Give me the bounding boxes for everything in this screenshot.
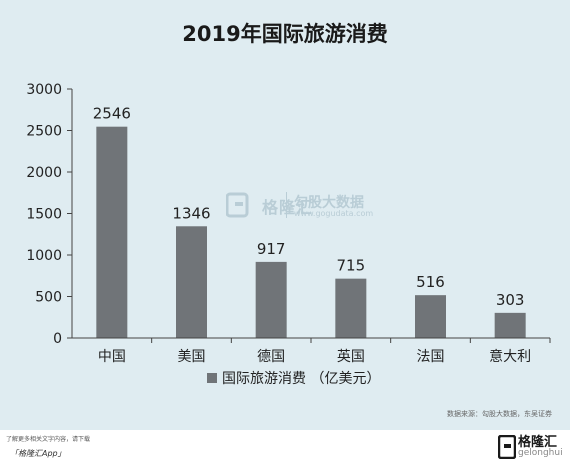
bar-chart: 0 500 1000 1500 2000 2500 3000 2546 1346 917 715 5… — [26, 82, 551, 387]
x-tick-label-2: 德国 — [257, 349, 285, 365]
y-tick-label-5: 2500 — [26, 124, 62, 140]
watermark-url: www.gogudata.com — [294, 209, 374, 218]
brand-name: 格隆汇 — [518, 435, 558, 450]
x-tick-label-3: 英国 — [337, 348, 365, 365]
footer-strip — [0, 430, 570, 467]
y-tick-label-3: 1500 — [26, 207, 62, 223]
y-tick-label-1: 500 — [35, 290, 62, 306]
brand-icon — [498, 435, 516, 459]
legend-swatch — [207, 373, 217, 383]
data-label-1: 1346 — [172, 204, 210, 222]
watermark-separator — [286, 192, 287, 218]
bar-0 — [96, 126, 128, 338]
data-label-0: 2546 — [93, 105, 131, 123]
data-label-5: 303 — [496, 291, 525, 309]
bars: 2546 1346 917 715 516 303 — [93, 105, 526, 338]
data-label-3: 715 — [337, 257, 366, 275]
x-tick-label-0: 中国 — [98, 349, 126, 365]
bar-5 — [494, 312, 526, 338]
x-axis: 中国 美国 德国 英国 法国 意大利 — [72, 337, 551, 365]
bar-1 — [176, 226, 207, 338]
chart-title: 2019年国际旅游消费 — [182, 22, 388, 46]
data-source: 数据来源：勾股大数据，东吴证券 — [447, 410, 552, 418]
chart-card: 2019年国际旅游消费 0 500 1000 1500 2000 2500 3000 254… — [0, 0, 570, 430]
y-tick-label-6: 3000 — [26, 82, 62, 98]
y-tick-label-0: 0 — [53, 331, 62, 347]
x-tick-label-5: 意大利 — [489, 348, 531, 365]
app-name[interactable]: 「格隆汇App」 — [10, 449, 66, 458]
bar-4 — [415, 295, 446, 338]
y-axis: 0 500 1000 1500 2000 2500 3000 — [26, 82, 73, 347]
brand-logo: 格隆汇 gelonghui — [498, 431, 566, 465]
y-tick-label-4: 2000 — [26, 165, 62, 181]
bar-3 — [335, 278, 367, 338]
data-label-4: 516 — [416, 273, 445, 291]
download-text: 了解更多相关文字内容，请下载 — [6, 436, 91, 443]
x-tick-label-1: 美国 — [178, 349, 206, 365]
bar-2 — [255, 261, 287, 338]
data-label-2: 917 — [257, 240, 286, 258]
legend: 国际旅游消费 （亿美元） — [207, 371, 380, 387]
watermark-brand: 格隆汇 — [262, 198, 314, 217]
watermark-secondary: 勾股大数据 — [294, 195, 364, 211]
brand-sub: gelonghui — [518, 448, 563, 458]
y-tick-label-2: 1000 — [26, 248, 62, 264]
legend-label: 国际旅游消费 （亿美元） — [222, 371, 380, 387]
x-tick-label-4: 法国 — [417, 349, 445, 365]
watermark-logo-icon — [226, 192, 249, 218]
